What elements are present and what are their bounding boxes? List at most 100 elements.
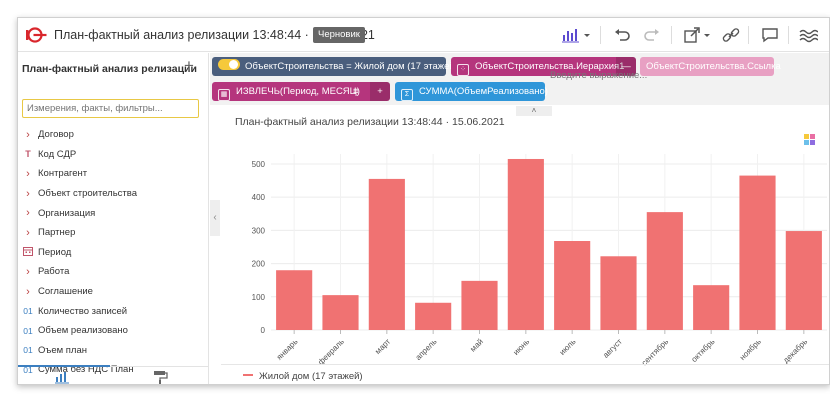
y-tick-label: 200 [252,260,266,269]
dimension-chip-label: ИЗВЛЕЧЬ(Период, МЕСЯЦ) [236,86,360,97]
filter-bar: ОбъектСтроительства = Жилой дом (17 этаж… [210,53,829,105]
sidebar-item[interactable]: › Партнер [18,223,208,243]
legend-divider [221,364,829,365]
dimension-chip-link[interactable]: ОбъектСтроительства.Ссылка [640,57,781,76]
add-icon[interactable]: + [370,82,390,101]
bar[interactable] [693,285,730,330]
sidebar-item[interactable]: › Договор [18,125,208,145]
sidebar-item-label: Сумма без НДС План [38,364,134,376]
sidebar-collapse-button[interactable]: ‹ [210,200,220,236]
sidebar-item-label: Период [38,246,72,258]
chart-bar-icon[interactable] [54,370,70,384]
sort-icon[interactable]: ≡ [353,86,359,97]
legend-label: Жилой дом (17 этажей) [259,371,363,382]
bar[interactable] [646,212,683,330]
chevron-right-icon: › [26,285,30,298]
number-type-icon: 01 [23,345,33,356]
x-tick-label: март [373,337,392,356]
bar[interactable] [507,158,544,330]
chevron-down-icon[interactable] [582,26,592,44]
bar[interactable] [415,302,452,330]
dimension-chip-label: ОбъектСтроительства.Иерархия1 [475,61,625,72]
document-title: План-фактный анализ релизации 13:48:44 ·… [54,28,375,42]
chip-menu-icon[interactable]: — [616,57,636,76]
sidebar-item[interactable]: › Контрагент [18,164,208,184]
link-icon[interactable] [721,26,741,44]
redo-icon[interactable] [642,26,662,44]
toolbar-divider [788,26,789,44]
x-tick-label: январь [275,337,300,362]
measure-icon: Σ [401,89,413,101]
sidebar-item[interactable]: Период [18,243,208,263]
wave-menu-icon[interactable] [798,26,819,44]
sidebar-item[interactable]: 01 Объем реализовано [18,321,208,341]
sidebar-item[interactable]: 01 Оъем план [18,341,208,361]
sidebar-tabs [18,365,208,384]
number-type-icon: 01 [23,306,33,317]
y-tick-label: 400 [252,193,266,202]
sidebar-item-label: Оъем план [38,344,87,356]
x-tick-label: апрель [414,337,439,362]
toolbar-divider [748,26,749,44]
export-icon[interactable] [682,26,702,44]
sidebar-item[interactable]: › Соглашение [18,282,208,302]
sidebar-item-label: Соглашение [38,286,93,298]
sidebar-item[interactable]: › Работа [18,262,208,282]
chart-type-icon[interactable] [561,26,581,44]
dimension-chip-label: ОбъектСтроительства.Ссылка [646,61,781,72]
dimension-chip-month[interactable]: ▦ ИЗВЛЕЧЬ(Период, МЕСЯЦ) ≡ + [212,82,390,101]
sidebar-item-label: Объект строительства [38,188,137,200]
sidebar-item-label: Код СДР [38,148,77,160]
bar[interactable] [461,280,498,330]
bar-chart: 0 100 200 300 400 500 январь февраль март апрель м… [252,154,827,366]
chevron-right-icon: › [26,167,30,180]
hierarchy-icon: ⁘ [457,64,469,76]
chart-title: План-фактный анализ релизации 13:48:44 ·… [235,116,505,128]
sidebar-item[interactable]: 01 Количество записей [18,301,208,321]
search-input[interactable] [22,99,199,118]
bar[interactable] [554,241,591,330]
chart-panel: План-фактный анализ релизации 13:48:44 ·… [221,106,829,384]
chevron-down-icon[interactable] [702,26,712,44]
bar[interactable] [276,270,313,330]
chart-legend[interactable]: Жилой дом (17 этажей) [243,371,363,382]
filters-collapse-button[interactable]: ˄ [516,106,552,116]
paint-roller-icon[interactable] [152,370,168,384]
y-tick-label: 300 [252,226,266,235]
bar[interactable] [322,295,359,330]
filter-chip-object[interactable]: ОбъектСтроительства = Жилой дом (17 этаж… [212,57,458,76]
filter-toggle[interactable] [218,59,240,70]
sidebar-item[interactable]: › Организация [18,203,208,223]
x-tick-label: июнь [511,337,531,357]
bar[interactable] [368,178,405,330]
x-tick-label: июль [558,337,578,357]
palette-icon[interactable] [804,134,816,146]
title-bar: План-фактный анализ релизации 13:48:44 ·… [18,18,829,52]
chevron-right-icon: › [26,187,30,200]
bar[interactable] [600,256,637,330]
bar[interactable] [785,231,822,330]
sidebar-item-label: Объем реализовано [38,325,128,337]
sidebar-item-label: Работа [38,266,70,278]
bar[interactable] [739,175,776,330]
measure-chip-sum[interactable]: Σ СУММА(ОбъемРеализовано) [395,82,548,101]
x-tick-label: май [468,337,485,354]
draft-badge: Черновик [313,27,365,43]
sidebar-item[interactable]: 01 Сумма без НДС План [18,360,208,380]
add-field-button[interactable]: + [184,56,194,75]
active-tab-indicator [18,365,110,367]
sidebar-item-label: Договор [38,129,74,141]
chevron-right-icon: › [26,207,30,220]
y-tick-label: 0 [261,326,266,335]
comment-icon[interactable] [760,26,780,44]
measure-chip-label: СУММА(ОбъемРеализовано) [419,86,548,97]
undo-icon[interactable] [612,26,632,44]
sidebar-item-label: Организация [38,207,96,219]
sidebar-item[interactable]: › Объект строительства [18,184,208,204]
chevron-right-icon: › [26,128,30,141]
1c-logo-icon [26,27,47,43]
dimension-chip-hierarchy[interactable]: ⁘ ОбъектСтроительства.Иерархия1 — [451,57,636,76]
sidebar-item[interactable]: T Код СДР [18,145,208,165]
calendar-icon [18,246,36,258]
expression-input[interactable]: Введите выражение... [550,70,648,81]
